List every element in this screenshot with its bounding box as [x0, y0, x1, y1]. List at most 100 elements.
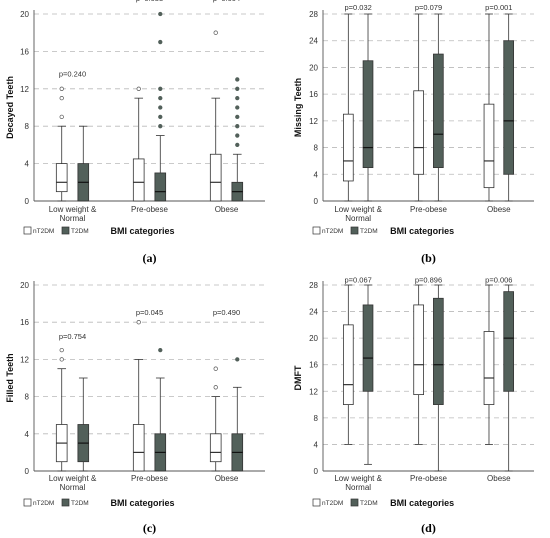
outlier-point [59, 95, 64, 101]
x-tick-label: Obese [215, 205, 239, 214]
legend-label: nT2DM [322, 500, 343, 507]
box-rect [209, 153, 222, 202]
box-rect [503, 291, 515, 392]
outlier-point [235, 105, 240, 110]
y-axis-label: Missing Teeth [293, 78, 303, 137]
x-tick-label: Pre-obese [410, 205, 447, 214]
box-t2dm [231, 77, 244, 202]
chart-panel-3: 0 4 8 12 16 20 Filled Teeth p=0.754 Low weight &… [5, 281, 265, 535]
legend-label: nT2DM [322, 228, 343, 235]
box-rect [342, 113, 354, 182]
outlier-point [235, 124, 240, 129]
box-nt2dm [55, 86, 68, 202]
outlier-point [158, 105, 163, 110]
x-tick-label: Low weight & [334, 474, 382, 483]
outlier-point [235, 86, 240, 91]
box-nt2dm [413, 284, 424, 445]
y-tick-label: 12 [309, 117, 318, 126]
box-t2dm [362, 13, 374, 202]
p-value-label: p=0.032 [345, 3, 372, 12]
box-rect [362, 60, 374, 169]
chart-panel-1: 0 4 8 12 16 20 Decayed Teeth p=0.240 Low weight … [5, 0, 265, 265]
panel-label: (a) [143, 251, 157, 265]
y-tick-label: 20 [20, 10, 29, 19]
panel-label: (b) [421, 251, 436, 265]
outlier-point [235, 357, 240, 362]
x-tick-label: Low weight & [49, 205, 97, 214]
box-nt2dm [209, 366, 222, 472]
box-rect [342, 324, 354, 405]
legend-swatch-t2dm [350, 498, 359, 507]
legend-label: T2DM [71, 500, 89, 507]
x-tick-label: Normal [60, 214, 86, 223]
outlier-point [213, 366, 218, 371]
box-t2dm [154, 347, 167, 472]
p-value-label: p=0.754 [59, 332, 86, 341]
legend-swatch-nt2dm [312, 226, 321, 235]
outlier-point [235, 95, 240, 101]
x-tick-label: Pre-obese [131, 205, 168, 214]
p-value-label: p=0.079 [415, 3, 442, 12]
y-tick-label: 16 [20, 318, 29, 327]
box-t2dm [503, 13, 515, 202]
box-t2dm [503, 284, 515, 472]
y-tick-label: 20 [20, 281, 29, 290]
y-tick-label: 4 [314, 440, 319, 449]
legend-swatch-nt2dm [312, 498, 321, 507]
y-tick-label: 0 [314, 197, 319, 206]
legend: nT2DM T2DM [312, 498, 378, 507]
box-rect [209, 433, 222, 463]
box-t2dm [433, 284, 444, 472]
y-tick-label: 4 [25, 160, 30, 169]
box-nt2dm [413, 13, 424, 202]
outlier-point [158, 11, 163, 17]
y-axis-label: DMFT [293, 365, 303, 390]
y-tick-label: 24 [309, 308, 318, 317]
legend-label: T2DM [360, 228, 378, 235]
box-t2dm [77, 125, 90, 202]
x-tick-label: Pre-obese [131, 474, 168, 483]
y-axis-label: Decayed Teeth [5, 76, 15, 139]
y-tick-label: 20 [309, 334, 318, 343]
outlier-point [136, 320, 141, 325]
box-rect [413, 90, 424, 175]
y-tick-label: 0 [25, 197, 30, 206]
outlier-point [158, 86, 163, 91]
x-tick-label: Obese [487, 205, 511, 214]
x-tick-label: Obese [215, 474, 239, 483]
x-tick-label: Low weight & [49, 474, 97, 483]
legend-label: T2DM [360, 500, 378, 507]
y-tick-label: 8 [314, 414, 319, 423]
y-tick-label: 0 [25, 467, 30, 476]
box-t2dm [154, 11, 167, 202]
x-tick-label: Normal [60, 483, 86, 492]
box-rect [55, 163, 68, 193]
outlier-point [213, 385, 218, 390]
box-t2dm [433, 13, 444, 202]
y-tick-label: 24 [309, 37, 318, 46]
outlier-point [213, 30, 218, 35]
box-rect [483, 331, 495, 405]
box-rect [154, 172, 167, 202]
outlier-point [158, 114, 163, 119]
box-rect [503, 40, 515, 175]
legend-label: T2DM [71, 228, 89, 235]
y-tick-label: 0 [314, 467, 319, 476]
outlier-point [235, 133, 240, 138]
y-tick-label: 12 [309, 387, 318, 396]
outlier-point [158, 95, 163, 101]
box-t2dm [231, 357, 244, 472]
p-value-label: p=0.240 [59, 70, 86, 79]
box-nt2dm [483, 284, 495, 445]
legend-swatch-t2dm [61, 226, 70, 235]
y-tick-label: 4 [25, 430, 30, 439]
y-tick-label: 16 [20, 47, 29, 56]
x-axis-label: BMI categories [111, 226, 175, 236]
box-rect [433, 297, 444, 405]
x-tick-label: Low weight & [334, 205, 382, 214]
x-axis-label: BMI categories [390, 498, 454, 508]
p-value-label: p=0.004 [213, 0, 240, 3]
x-axis-label: BMI categories [390, 226, 454, 236]
p-value-label: p=0.006 [485, 275, 512, 284]
